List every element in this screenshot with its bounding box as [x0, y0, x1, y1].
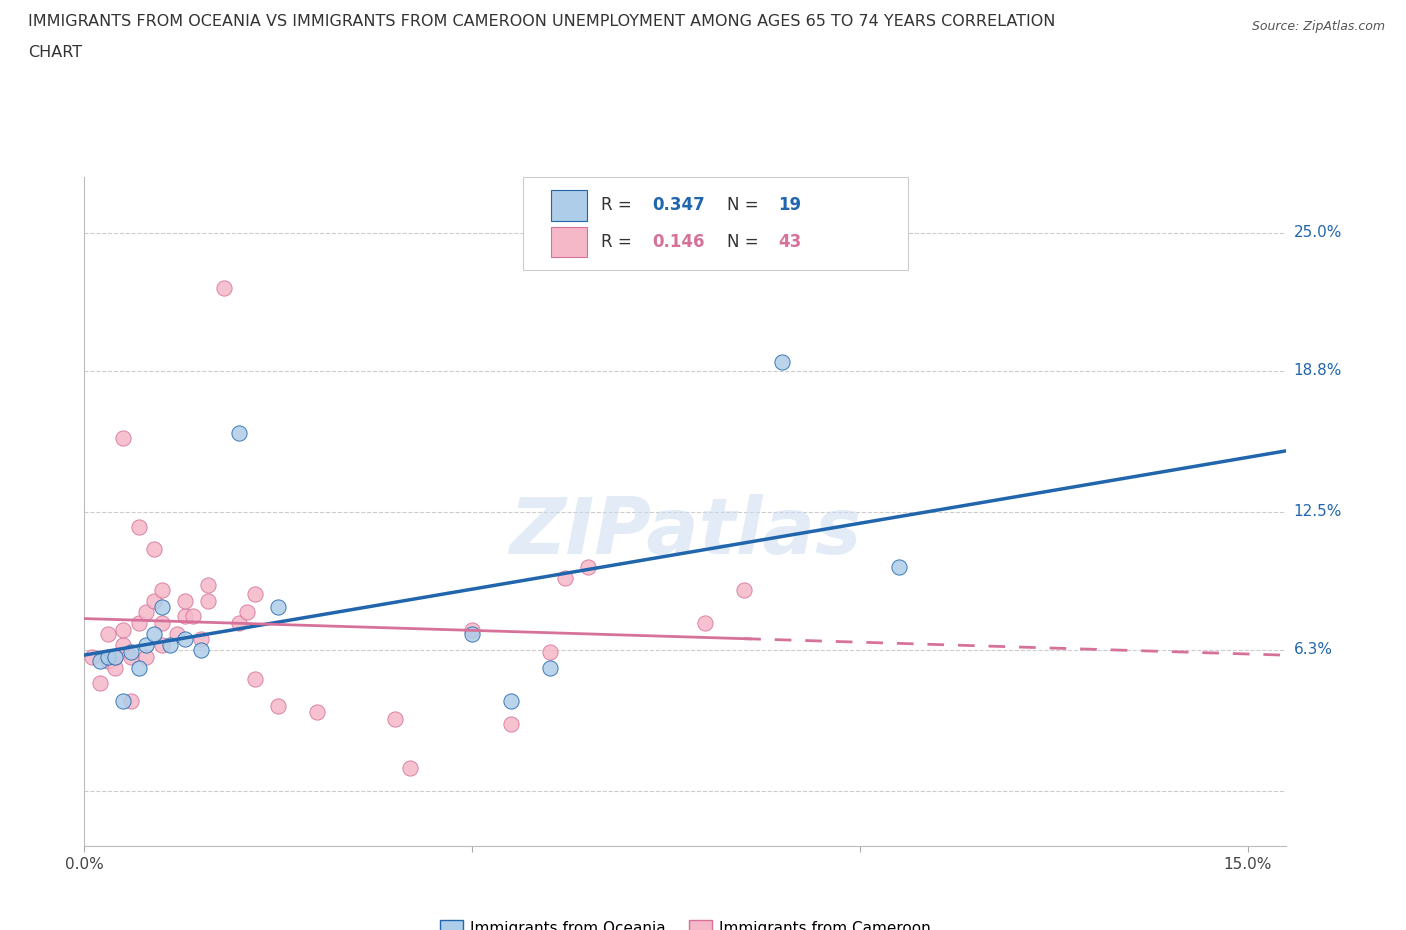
Point — [499, 694, 522, 709]
Point — [128, 520, 150, 535]
Point — [97, 627, 120, 642]
Text: Source: ZipAtlas.com: Source: ZipAtlas.com — [1251, 20, 1385, 33]
Point — [267, 698, 290, 713]
Point — [578, 560, 600, 575]
Point — [384, 711, 406, 726]
Point — [112, 622, 135, 637]
FancyBboxPatch shape — [551, 191, 586, 220]
Point — [267, 600, 290, 615]
Point — [887, 560, 910, 575]
Point — [89, 676, 111, 691]
Text: N =: N = — [727, 196, 759, 215]
Text: R =: R = — [602, 233, 633, 251]
Point — [150, 638, 173, 653]
Point — [120, 644, 142, 659]
Point — [174, 609, 197, 624]
Point — [135, 649, 157, 664]
Text: N =: N = — [727, 233, 759, 251]
Text: 12.5%: 12.5% — [1294, 504, 1341, 519]
Point — [135, 638, 157, 653]
Point — [166, 627, 188, 642]
Point — [461, 622, 484, 637]
Point — [143, 593, 166, 608]
Point — [770, 354, 793, 369]
Point — [733, 582, 755, 597]
Point — [128, 660, 150, 675]
Point — [82, 649, 104, 664]
Point — [243, 671, 266, 686]
Point — [135, 604, 157, 619]
Point — [150, 616, 173, 631]
Point — [212, 281, 235, 296]
Point — [112, 638, 135, 653]
Point — [104, 649, 127, 664]
Point — [112, 431, 135, 445]
Point — [143, 542, 166, 557]
Point — [190, 631, 212, 646]
Point — [228, 616, 250, 631]
Point — [174, 631, 197, 646]
Point — [120, 649, 142, 664]
Point — [554, 571, 576, 586]
Point — [112, 694, 135, 709]
Point — [538, 660, 561, 675]
Point — [399, 761, 422, 776]
Point — [461, 627, 484, 642]
Text: 0.146: 0.146 — [652, 233, 704, 251]
Point — [120, 694, 142, 709]
Point — [89, 654, 111, 669]
Text: 43: 43 — [778, 233, 801, 251]
Text: IMMIGRANTS FROM OCEANIA VS IMMIGRANTS FROM CAMEROON UNEMPLOYMENT AMONG AGES 65 T: IMMIGRANTS FROM OCEANIA VS IMMIGRANTS FR… — [28, 14, 1056, 29]
Text: CHART: CHART — [28, 45, 82, 60]
Point — [538, 644, 561, 659]
Point — [128, 616, 150, 631]
Point — [150, 600, 173, 615]
Text: 25.0%: 25.0% — [1294, 225, 1341, 240]
Point — [693, 616, 716, 631]
Text: 6.3%: 6.3% — [1294, 643, 1333, 658]
Point — [228, 426, 250, 441]
Text: R =: R = — [602, 196, 633, 215]
Legend: Immigrants from Oceania, Immigrants from Cameroon: Immigrants from Oceania, Immigrants from… — [433, 914, 938, 930]
FancyBboxPatch shape — [551, 227, 586, 258]
Point — [159, 638, 181, 653]
Point — [236, 604, 259, 619]
Point — [181, 609, 204, 624]
Point — [499, 716, 522, 731]
Text: 0.347: 0.347 — [652, 196, 704, 215]
Text: 19: 19 — [778, 196, 801, 215]
Text: ZIPatlas: ZIPatlas — [509, 494, 862, 569]
Point — [150, 582, 173, 597]
Point — [143, 627, 166, 642]
Point — [190, 643, 212, 658]
Point — [197, 578, 219, 592]
Point — [104, 660, 127, 675]
Point — [104, 649, 127, 664]
FancyBboxPatch shape — [523, 177, 908, 271]
Text: 18.8%: 18.8% — [1294, 364, 1341, 379]
Point — [97, 649, 120, 664]
Point — [97, 654, 120, 669]
Point — [197, 593, 219, 608]
Point — [243, 587, 266, 602]
Point — [174, 593, 197, 608]
Point — [305, 705, 328, 720]
